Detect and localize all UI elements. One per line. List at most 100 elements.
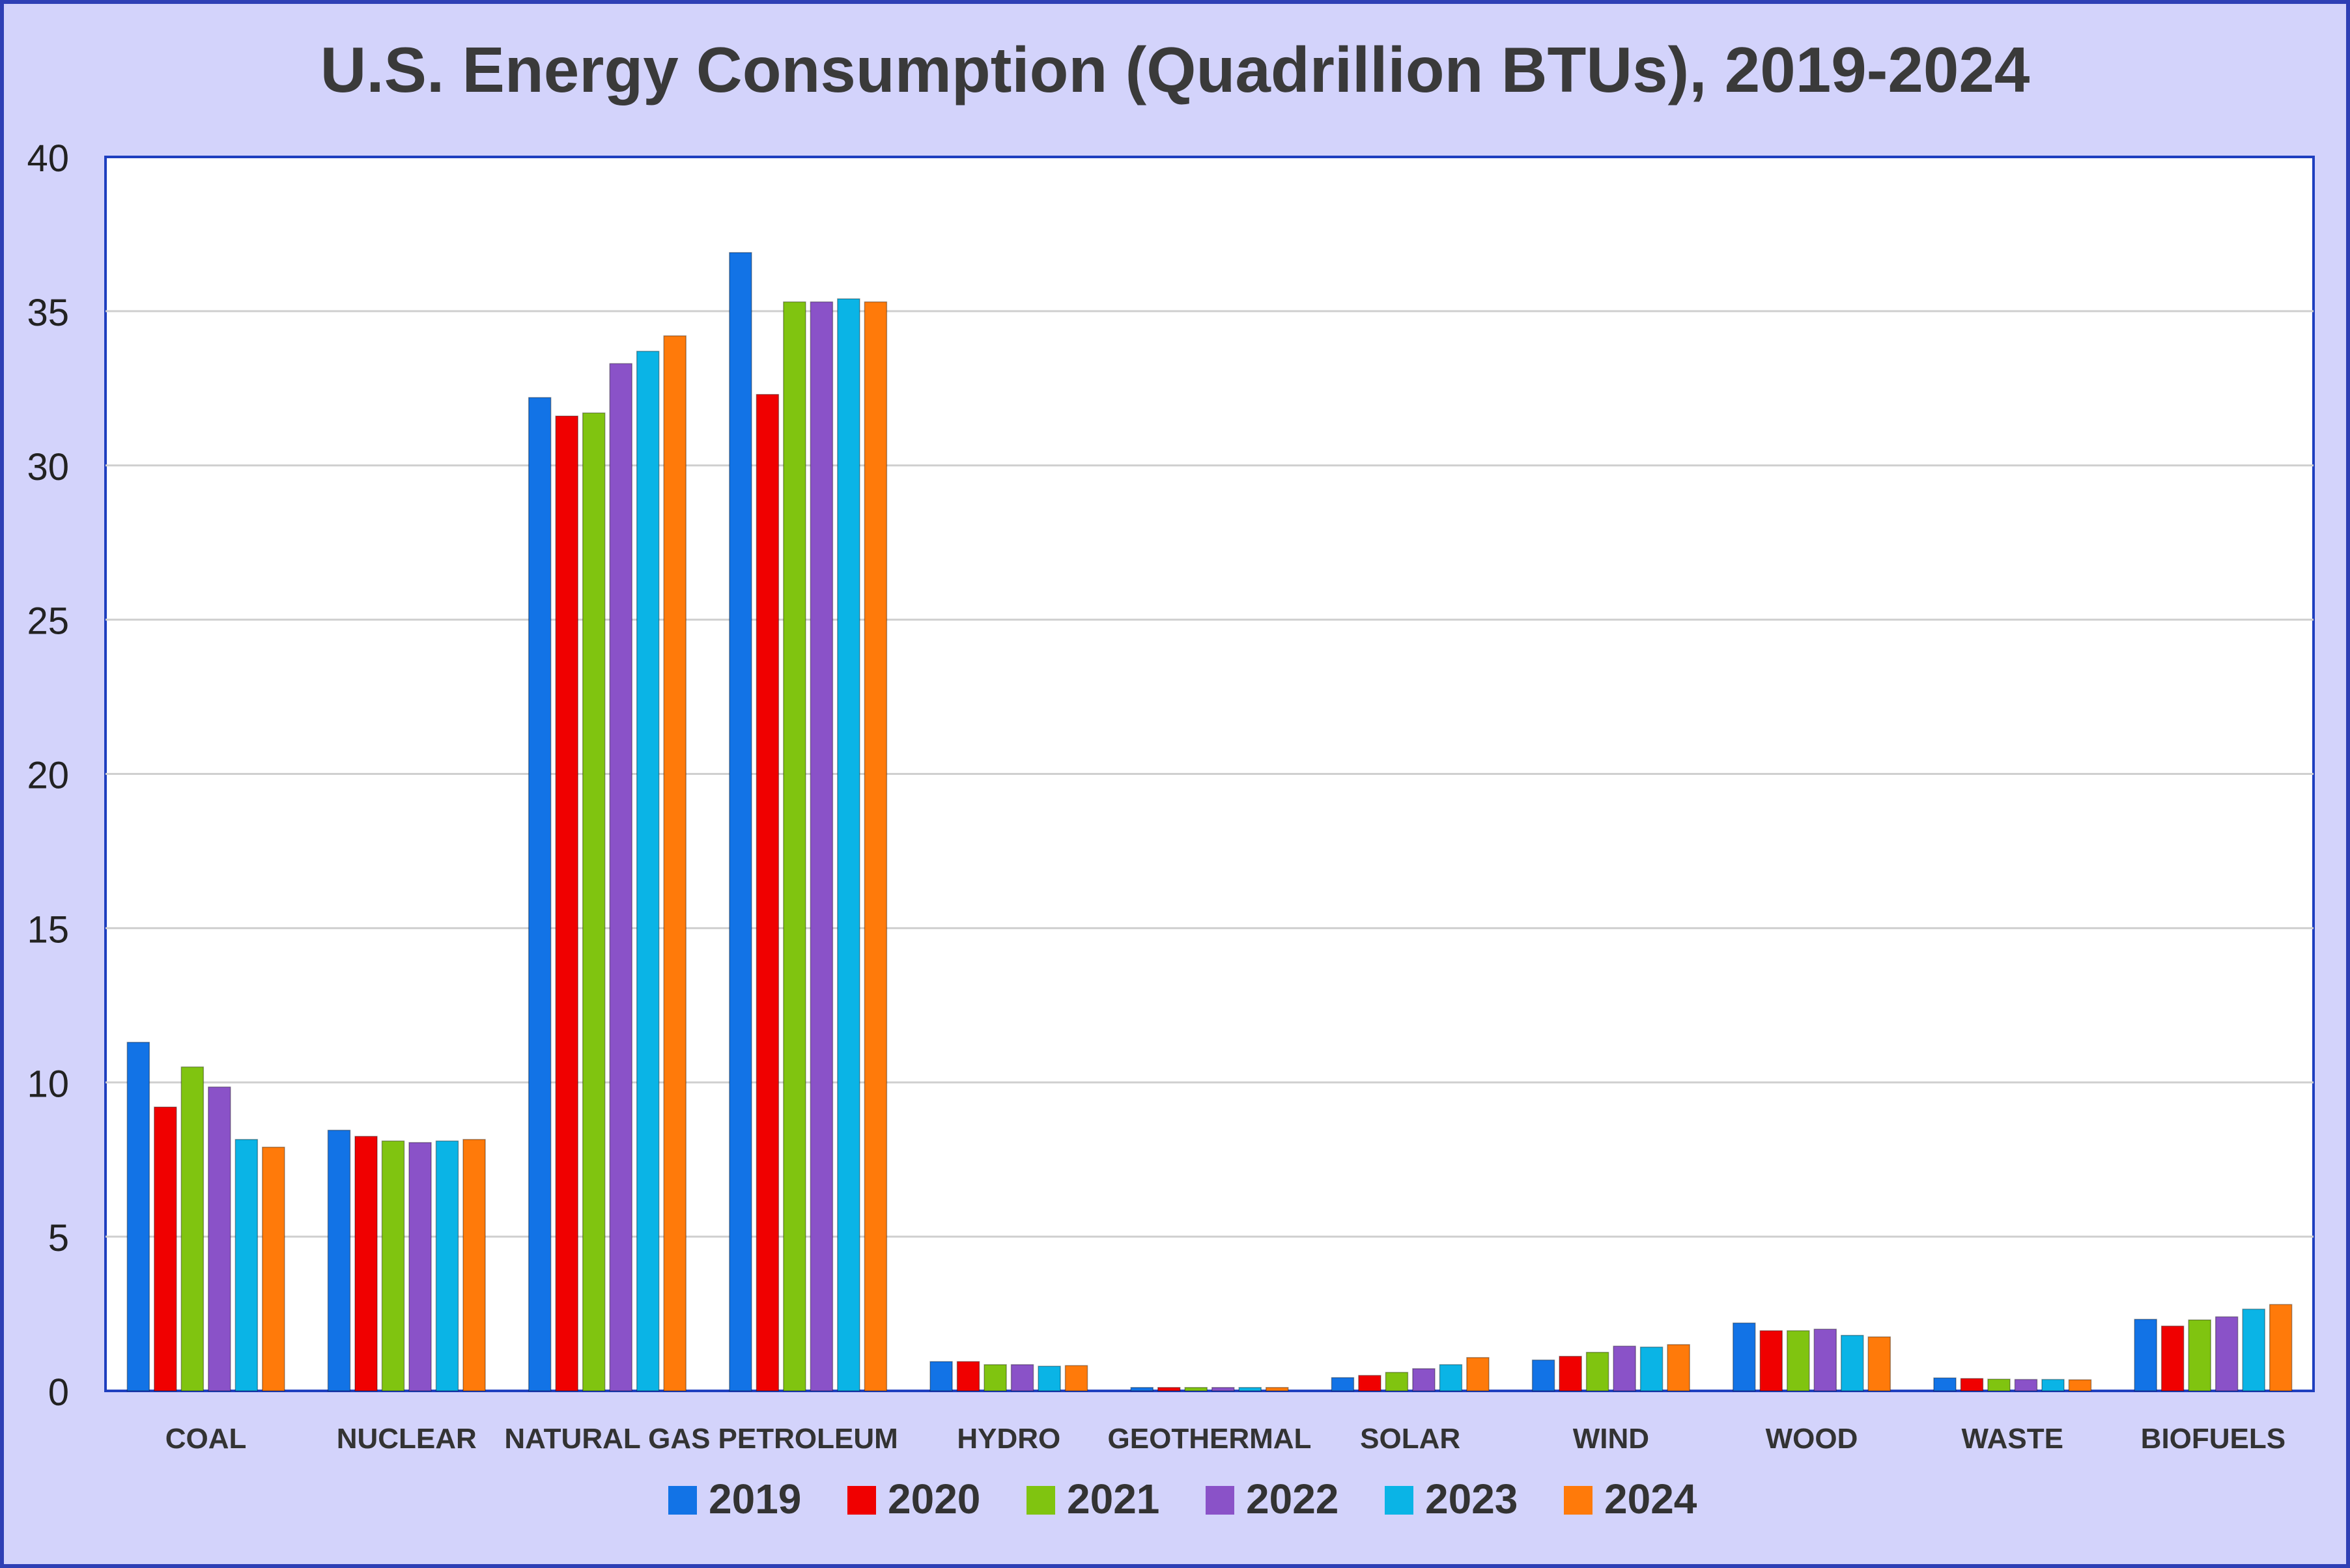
- x-tick-label: WIND: [1573, 1423, 1649, 1455]
- bar-2022-coal: [208, 1086, 231, 1392]
- bar-2024-natural-gas: [663, 335, 687, 1392]
- y-tick-label: 15: [27, 908, 69, 951]
- x-tick-label: HYDRO: [957, 1423, 1060, 1455]
- bar-2019-wind: [1531, 1359, 1555, 1392]
- bar-2020-wind: [1559, 1356, 1582, 1392]
- legend-label-2021: 2021: [1067, 1476, 1159, 1522]
- legend-swatch-2022: [1206, 1486, 1234, 1515]
- bar-2021-wood: [1787, 1330, 1810, 1392]
- bar-2019-petroleum: [729, 252, 752, 1392]
- legend-label-2022: 2022: [1246, 1476, 1338, 1522]
- y-tick-label: 30: [27, 446, 69, 488]
- bar-2024-hydro: [1064, 1365, 1088, 1392]
- bar-2020-natural-gas: [555, 415, 578, 1392]
- bar-2020-waste: [1960, 1378, 1984, 1392]
- bar-2021-coal: [180, 1066, 205, 1392]
- bar-2019-biofuels: [2134, 1319, 2157, 1392]
- bar-2023-solar: [1439, 1364, 1463, 1392]
- x-tick-label: GEOTHERMAL: [1108, 1423, 1312, 1455]
- x-tick-label: NATURAL GAS: [504, 1423, 710, 1455]
- bar-2024-wind: [1667, 1344, 1690, 1392]
- bar-2021-natural-gas: [582, 412, 606, 1392]
- y-tick-label: 0: [48, 1371, 69, 1414]
- bar-2021-geothermal: [1184, 1387, 1208, 1392]
- bar-2019-waste: [1933, 1377, 1957, 1392]
- bar-2020-hydro: [956, 1361, 980, 1392]
- bar-2023-coal: [234, 1139, 259, 1392]
- bar-2020-solar: [1358, 1375, 1381, 1392]
- bar-2019-geothermal: [1130, 1387, 1154, 1392]
- y-tick-label: 20: [27, 755, 69, 797]
- x-tick-label: COAL: [165, 1423, 247, 1455]
- legend-swatch-2021: [1026, 1486, 1055, 1515]
- legend-label-2024: 2024: [1604, 1476, 1697, 1522]
- bar-2024-wood: [1867, 1336, 1891, 1392]
- legend-swatch-2020: [847, 1486, 876, 1515]
- bars: [126, 252, 2293, 1392]
- legend-swatch-2019: [668, 1486, 697, 1515]
- bar-2024-nuclear: [462, 1139, 486, 1392]
- x-tick-label: WOOD: [1766, 1423, 1858, 1455]
- bar-2022-hydro: [1010, 1364, 1034, 1392]
- bar-2020-nuclear: [354, 1136, 378, 1392]
- x-tick-label: WASTE: [1962, 1423, 2063, 1455]
- bar-2024-geothermal: [1266, 1387, 1289, 1392]
- bar-2022-nuclear: [408, 1141, 432, 1392]
- bar-2019-hydro: [929, 1361, 953, 1392]
- chart-title: U.S. Energy Consumption (Quadrillion BTU…: [320, 34, 2030, 105]
- bar-2023-hydro: [1038, 1365, 1061, 1392]
- bar-2021-waste: [1987, 1379, 2011, 1392]
- bar-2019-nuclear: [327, 1129, 351, 1392]
- legend-label-2023: 2023: [1425, 1476, 1518, 1522]
- bar-2024-biofuels: [2269, 1304, 2293, 1392]
- bar-2022-geothermal: [1211, 1387, 1235, 1392]
- bar-2023-wind: [1639, 1346, 1663, 1392]
- bar-2024-petroleum: [864, 301, 888, 1392]
- bar-2023-biofuels: [2242, 1308, 2265, 1392]
- y-tick-label: 5: [48, 1217, 69, 1259]
- bar-2019-coal: [126, 1041, 150, 1392]
- y-tick-label: 10: [27, 1063, 69, 1105]
- bar-2019-natural-gas: [528, 397, 552, 1392]
- bar-2020-coal: [154, 1106, 177, 1392]
- y-tick-label: 40: [27, 137, 69, 180]
- bar-2020-geothermal: [1157, 1387, 1181, 1392]
- bar-2021-solar: [1385, 1371, 1409, 1392]
- x-tick-label: BIOFUELS: [2141, 1423, 2286, 1455]
- bar-2023-petroleum: [837, 298, 860, 1392]
- x-tick-label: PETROLEUM: [718, 1423, 898, 1455]
- bar-2023-wood: [1841, 1334, 1864, 1392]
- x-axis-category-labels: COAL NUCLEAR NATURAL GAS PETROLEUM HYDRO GEOT…: [165, 1423, 2286, 1455]
- bar-2023-nuclear: [435, 1140, 459, 1392]
- bar-2020-petroleum: [756, 394, 780, 1392]
- x-tick-label: NUCLEAR: [337, 1423, 477, 1455]
- bar-2024-solar: [1466, 1357, 1490, 1392]
- legend-label-2020: 2020: [888, 1476, 980, 1522]
- bar-2024-coal: [262, 1146, 285, 1392]
- bar-2021-hydro: [984, 1364, 1007, 1392]
- bar-2021-wind: [1585, 1352, 1609, 1392]
- bar-2021-nuclear: [381, 1140, 405, 1392]
- bar-2022-natural-gas: [609, 363, 632, 1392]
- bar-2021-biofuels: [2188, 1319, 2211, 1392]
- bar-2022-waste: [2014, 1379, 2038, 1392]
- bar-2024-waste: [2068, 1379, 2092, 1392]
- bar-2020-biofuels: [2160, 1325, 2185, 1392]
- bar-2022-wind: [1613, 1345, 1636, 1392]
- legend-label-2019: 2019: [709, 1476, 801, 1522]
- bar-2023-geothermal: [1238, 1387, 1262, 1392]
- legend-swatch-2024: [1564, 1486, 1593, 1515]
- bar-2020-wood: [1759, 1330, 1783, 1392]
- x-tick-label: SOLAR: [1360, 1423, 1460, 1455]
- energy-consumption-chart: U.S. Energy Consumption (Quadrillion BTU…: [27, 34, 2315, 1522]
- bar-2019-solar: [1331, 1377, 1355, 1392]
- bar-2022-wood: [1813, 1328, 1837, 1392]
- bar-2023-natural-gas: [636, 350, 660, 1392]
- legend: 2019 2020 2021 2022 2023 2024: [668, 1476, 1697, 1522]
- y-axis-tick-labels: 0 5 10 15 20 25 30 35 40: [27, 137, 69, 1414]
- bar-2022-biofuels: [2215, 1316, 2239, 1392]
- bar-2019-wood: [1733, 1323, 1756, 1392]
- y-tick-label: 35: [27, 292, 69, 334]
- bar-2022-petroleum: [810, 301, 834, 1392]
